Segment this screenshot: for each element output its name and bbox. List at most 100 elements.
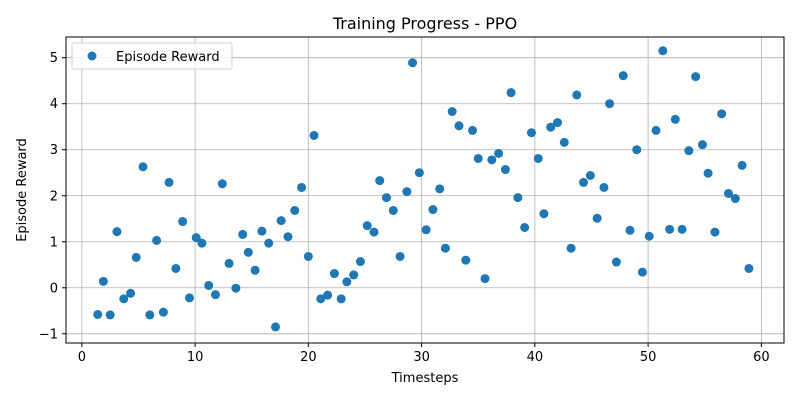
data-point (152, 235, 162, 245)
data-point (468, 125, 478, 135)
x-tick-label: 30 (413, 350, 430, 365)
data-point (611, 257, 621, 267)
data-point (329, 269, 339, 279)
data-point (138, 162, 148, 172)
data-point (644, 231, 654, 241)
data-point (369, 227, 379, 237)
data-point (105, 310, 115, 320)
plot-frame (65, 36, 785, 344)
data-point (231, 283, 241, 293)
y-tick-label: 0 (50, 281, 58, 296)
data-point (572, 90, 582, 100)
data-point (381, 193, 391, 203)
data-point (526, 128, 536, 138)
data-point (513, 193, 523, 203)
data-point (658, 46, 668, 56)
data-point (435, 184, 445, 194)
data-point (605, 99, 615, 109)
data-point (677, 224, 687, 234)
data-point (730, 194, 740, 204)
data-point (684, 146, 694, 156)
data-point (297, 182, 307, 192)
data-point (539, 209, 549, 219)
legend: Episode Reward (71, 42, 233, 70)
data-point (402, 187, 412, 197)
data-point (323, 290, 333, 300)
data-point (697, 140, 707, 150)
x-tick-label: 0 (78, 350, 86, 365)
y-axis-label: Episode Reward (15, 138, 30, 242)
data-point (428, 205, 438, 215)
data-point (217, 179, 227, 189)
x-tick-label: 20 (300, 350, 317, 365)
data-point (724, 188, 734, 198)
x-tick-label: 10 (187, 350, 204, 365)
data-point (487, 155, 497, 165)
data-point (744, 263, 754, 273)
data-point (316, 294, 326, 304)
data-point (559, 137, 569, 147)
data-point (461, 255, 471, 265)
data-point (546, 122, 556, 132)
data-point (158, 307, 168, 317)
data-point (342, 277, 352, 287)
data-point (717, 109, 727, 119)
data-point (421, 225, 431, 235)
data-point (520, 223, 530, 233)
data-point (303, 251, 313, 261)
data-point (184, 293, 194, 303)
data-point (579, 177, 589, 187)
data-point (119, 294, 129, 304)
data-point (336, 294, 346, 304)
data-point (191, 233, 201, 243)
axis-ticks: 0 10 20 30 40 50 60 −1 0 1 2 3 4 5 (39, 51, 770, 365)
data-point (670, 114, 680, 124)
data-point (164, 177, 174, 187)
y-tick-label: −1 (39, 327, 58, 342)
data-point (309, 130, 319, 140)
data-point (566, 243, 576, 253)
data-point (447, 107, 457, 117)
data-point (553, 118, 563, 128)
data-point (250, 265, 260, 275)
data-point (494, 148, 504, 158)
data-point (204, 280, 214, 290)
x-tick-label: 50 (640, 350, 657, 365)
data-point (257, 226, 267, 236)
data-point (395, 251, 405, 261)
data-point (238, 229, 248, 239)
data-point (131, 252, 141, 262)
data-point (210, 290, 220, 300)
data-point (145, 310, 155, 320)
data-point (691, 72, 701, 82)
legend-box (71, 42, 233, 70)
data-point (197, 238, 207, 248)
data-point (440, 243, 450, 253)
y-tick-label: 2 (50, 189, 58, 204)
data-point (171, 263, 181, 273)
data-point (283, 232, 293, 242)
y-tick-label: 5 (50, 51, 58, 66)
data-point (112, 227, 122, 237)
data-point (480, 274, 490, 284)
y-tick-label: 3 (50, 143, 58, 158)
data-point (126, 288, 136, 298)
data-point (737, 160, 747, 170)
data-point (355, 257, 365, 267)
y-tick-label: 4 (50, 97, 58, 112)
data-point (224, 258, 234, 268)
data-point (243, 247, 253, 257)
data-point (632, 145, 642, 155)
x-axis-label: Timesteps (391, 371, 459, 386)
data-point (276, 216, 286, 226)
data-point (93, 309, 103, 319)
data-point (506, 88, 516, 98)
data-point (408, 58, 418, 68)
data-points (93, 46, 754, 332)
chart-title: Training Progress - PPO (332, 14, 517, 33)
data-point (703, 168, 713, 178)
data-point (592, 213, 602, 223)
data-point (625, 225, 635, 235)
legend-marker (87, 51, 97, 61)
